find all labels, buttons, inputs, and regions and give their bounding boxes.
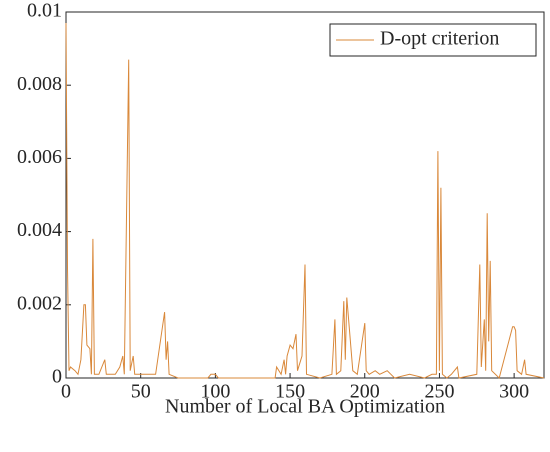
x-tick-label: 250 [424, 381, 454, 403]
y-tick-label: 0.004 [17, 219, 62, 241]
y-tick-label: 0.002 [17, 292, 62, 314]
y-tick-label: 0 [52, 366, 62, 388]
x-tick-label: 150 [275, 381, 305, 403]
x-tick-label: 300 [499, 381, 529, 403]
y-tick-label: 0.01 [27, 0, 62, 22]
plot-area [65, 11, 545, 379]
x-axis-label: Number of Local BA Optimization [165, 396, 445, 418]
y-tick-label: 0.008 [17, 73, 62, 95]
y-tick-label: 0.006 [17, 146, 62, 168]
x-tick-label: 50 [131, 381, 151, 403]
x-tick-label: 0 [61, 381, 71, 403]
x-tick-label: 100 [200, 381, 230, 403]
legend-label: D-opt criterion [380, 28, 499, 50]
x-tick-label: 200 [350, 381, 380, 403]
line [65, 22, 545, 379]
